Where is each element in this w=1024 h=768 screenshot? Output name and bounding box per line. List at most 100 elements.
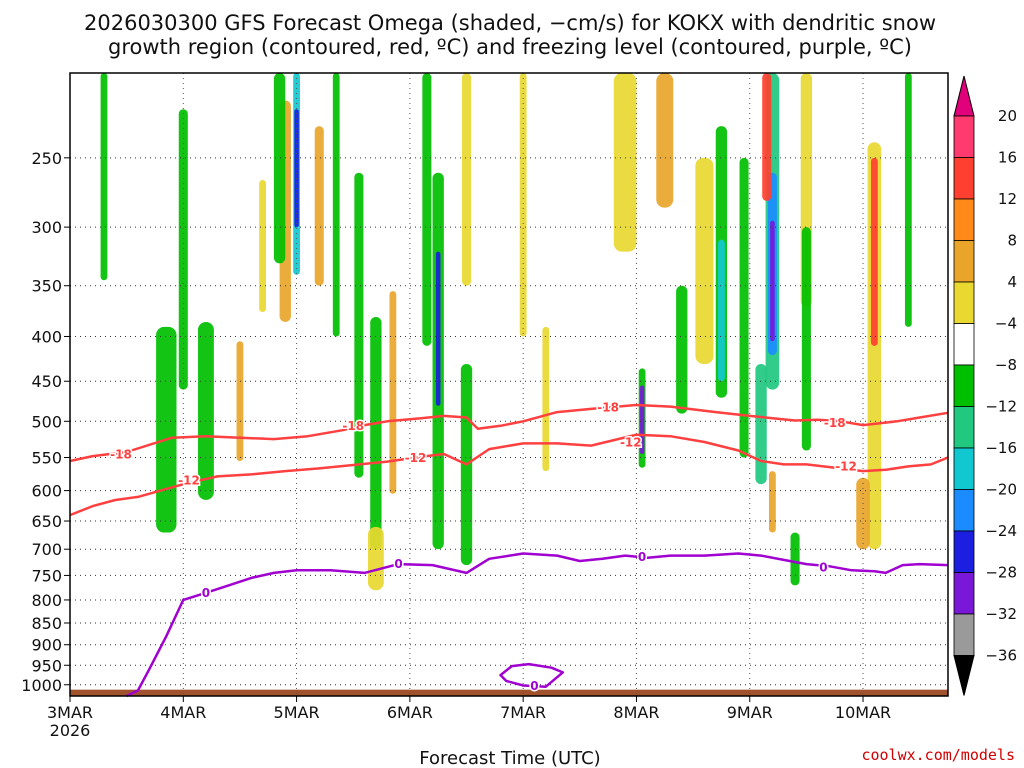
- contour-label-3: -12: [405, 451, 427, 465]
- y-tick-label-7: 600: [31, 482, 62, 501]
- y-tick-label-3: 400: [31, 327, 62, 346]
- omega-cell-38: [801, 227, 811, 451]
- y-tick-label-11: 800: [31, 591, 62, 610]
- omega-cell-16: [422, 73, 432, 346]
- omega-cell-36: [755, 363, 767, 485]
- omega-cell-40: [790, 532, 800, 586]
- x-axis-label: Forecast Time (UTC): [419, 748, 600, 768]
- colorbar-bottom-arrow: [953, 655, 975, 696]
- colorbar-label-8: −16: [985, 439, 1017, 457]
- y-tick-label-0: 250: [31, 149, 62, 168]
- contour-label-4: -18: [597, 400, 619, 414]
- colorbar-label-13: −36: [985, 647, 1017, 665]
- y-tick-label-15: 1000: [21, 676, 62, 695]
- omega-cell-0: [156, 326, 177, 533]
- x-tick-label-5: 8MAR: [613, 703, 659, 722]
- contour-label-12: 0: [530, 679, 538, 693]
- omega-cell-12: [354, 172, 364, 478]
- omega-cell-30: [718, 239, 725, 382]
- colorbar-label-0: 20: [998, 107, 1017, 125]
- colorbar-segment-1: [953, 157, 975, 200]
- omega-cell-42: [870, 157, 878, 346]
- omega-cell-6: [314, 126, 324, 286]
- y-tick-label-12: 850: [31, 614, 62, 633]
- y-tick-label-14: 950: [31, 656, 62, 675]
- colorbar-label-5: −4: [995, 315, 1017, 333]
- omega-cell-31: [739, 157, 749, 458]
- x-tick-label-4: 7MAR: [500, 703, 546, 722]
- omega-cell-13: [370, 316, 382, 550]
- colorbar-top-arrow: [953, 75, 975, 117]
- y-tick-label-5: 500: [31, 412, 62, 431]
- omega-cell-35: [762, 73, 772, 201]
- colorbar-label-6: −8: [995, 356, 1017, 374]
- colorbar-label-10: −24: [985, 522, 1017, 540]
- contour-label-0: -18: [110, 448, 132, 462]
- x-tick-label-6: 9MAR: [727, 703, 773, 722]
- omega-cell-20: [461, 73, 472, 286]
- y-tick-label-4: 450: [31, 372, 62, 391]
- colorbar-segment-7: [953, 406, 975, 449]
- contour-label-5: -12: [620, 436, 642, 450]
- omega-cell-22: [542, 326, 550, 472]
- colorbar-segment-9: [953, 489, 975, 532]
- chart-title-line1: 2026030300 GFS Forecast Omega (shaded, −…: [84, 11, 936, 35]
- plot-frame: [69, 72, 949, 697]
- contour-0-3: [499, 662, 565, 688]
- colorbar-segment-3: [953, 240, 975, 283]
- contour-0-2: [126, 552, 949, 698]
- omega-cell-2: [178, 109, 188, 390]
- x-tick-label-7: 10MAR: [835, 703, 891, 722]
- omega-cell-3: [100, 73, 108, 281]
- omega-cell-7: [259, 179, 266, 312]
- colorbar: 20 16 12 8 4 −4 −8 −12 −16 −20 −24 −28 −32 −36: [953, 75, 1017, 696]
- colorbar-segment-2: [953, 198, 975, 241]
- credit-link[interactable]: coolwx.com/models: [861, 746, 1015, 764]
- omega-cell-44: [904, 73, 912, 327]
- omega-cell-14: [389, 291, 397, 494]
- x-tick-sublabel-0: 2026: [50, 721, 91, 740]
- omega-cell-4: [236, 341, 244, 461]
- contour-label-6: -18: [824, 416, 846, 430]
- y-axis-ticks: 250 300 350 400 450 500 550 600 650 700 750 800 850 9…: [21, 149, 70, 695]
- colorbar-segment-0: [953, 115, 975, 158]
- x-tick-label-2: 5MAR: [274, 703, 320, 722]
- colorbar-label-1: 16: [998, 149, 1017, 167]
- y-tick-label-10: 750: [31, 566, 62, 585]
- omega-cell-23: [613, 73, 637, 252]
- colorbar-label-7: −12: [985, 398, 1017, 416]
- omega-cell-25: [639, 385, 645, 455]
- temperature-contours: -18 -12 -18 -12 -18 -12 -18 -12 0 0 0 0 0: [69, 399, 949, 698]
- omega-cell-18: [435, 251, 441, 406]
- colorbar-label-3: 8: [1007, 232, 1017, 250]
- colorbar-label-12: −32: [985, 605, 1017, 623]
- omega-cell-26: [656, 73, 674, 208]
- colorbar-segment-12: [953, 613, 975, 656]
- contour-label-8: 0: [202, 586, 210, 600]
- colorbar-segment-11: [953, 572, 975, 615]
- contour-label-9: 0: [394, 557, 402, 571]
- y-tick-label-8: 650: [31, 512, 62, 531]
- colorbar-segment-4: [953, 281, 975, 324]
- contour-label-11: 0: [819, 561, 827, 575]
- plot-border: [69, 72, 949, 697]
- x-tick-label-1: 4MAR: [160, 703, 206, 722]
- omega-shading: [100, 73, 912, 591]
- colorbar-label-2: 12: [998, 190, 1017, 208]
- terrain-band: [70, 689, 948, 696]
- contour-label-10: 0: [638, 550, 646, 564]
- colorbar-segment-8: [953, 447, 975, 490]
- y-tick-label-13: 900: [31, 636, 62, 655]
- colorbar-label-9: −20: [985, 481, 1017, 499]
- contour-label-2: -18: [342, 419, 364, 433]
- omega-cell-15: [367, 526, 384, 591]
- omega-cell-39: [769, 471, 776, 533]
- colorbar-label-4: 4: [1007, 273, 1017, 291]
- y-tick-label-1: 300: [31, 218, 62, 237]
- contour-label-1: -12: [178, 473, 200, 487]
- omega-cell-27: [695, 157, 714, 364]
- chart-title-line2: growth region (contoured, red, ºC) and f…: [108, 35, 912, 59]
- colorbar-label-11: −28: [985, 564, 1017, 582]
- y-tick-label-9: 700: [31, 540, 62, 559]
- omega-cell-1: [198, 321, 214, 500]
